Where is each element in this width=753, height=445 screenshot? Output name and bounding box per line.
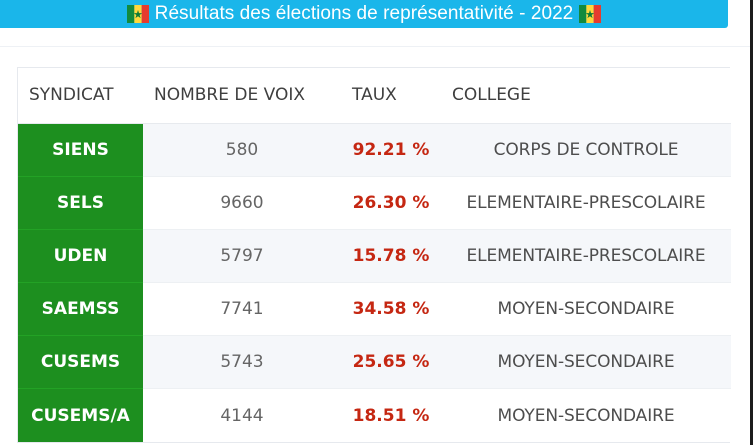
syndicat-cell: CUSEMS [18,335,143,389]
table-row: UDEN 5797 15.78 % ELEMENTAIRE-PRESCOLAIR… [18,228,731,283]
syndicat-cell: SAEMSS [18,281,143,336]
column-header-college: COLLEGE [441,68,731,124]
column-header-rate: TAUX [341,68,441,124]
senegal-flag-icon [126,5,149,23]
section-divider [0,46,750,47]
table-row: SAEMSS 7741 34.58 % MOYEN-SECONDAIRE [18,281,731,336]
college-cell: ELEMENTAIRE-PRESCOLAIRE [441,228,731,283]
table-row: CUSEMS/A 4144 18.51 % MOYEN-SECONDAIRE [18,388,731,442]
votes-cell: 7741 [143,281,341,336]
syndicat-cell: SELS [18,175,143,230]
rate-cell: 25.65 % [341,335,441,389]
college-cell: MOYEN-SECONDAIRE [441,388,731,442]
rate-cell: 18.51 % [341,388,441,442]
column-header-syndicat: SYNDICAT [18,68,143,124]
rate-cell: 92.21 % [341,122,441,177]
votes-cell: 5743 [143,335,341,389]
column-header-votes: NOMBRE DE VOIX [143,68,341,124]
votes-cell: 5797 [143,228,341,283]
rate-cell: 34.58 % [341,281,441,336]
page-title: Résultats des élections de représentativ… [154,3,574,24]
college-cell: MOYEN-SECONDAIRE [441,335,731,389]
page-title-bar: Résultats des élections de représentativ… [0,0,728,28]
election-results-table: SYNDICAT NOMBRE DE VOIX TAUX COLLEGE SIE… [18,68,731,442]
syndicat-cell: CUSEMS/A [18,388,143,442]
vertical-scrollbar[interactable] [750,0,753,445]
college-cell: CORPS DE CONTROLE [441,122,731,177]
college-cell: MOYEN-SECONDAIRE [441,281,731,336]
senegal-flag-icon [579,5,602,23]
table-row: SELS 9660 26.30 % ELEMENTAIRE-PRESCOLAIR… [18,175,731,230]
rate-cell: 15.78 % [341,228,441,283]
rate-cell: 26.30 % [341,175,441,230]
votes-cell: 580 [143,122,341,177]
table-header-row: SYNDICAT NOMBRE DE VOIX TAUX COLLEGE [18,68,731,124]
results-table-container: SYNDICAT NOMBRE DE VOIX TAUX COLLEGE SIE… [17,67,731,443]
votes-cell: 4144 [143,388,341,442]
syndicat-cell: UDEN [18,228,143,283]
table-row: SIENS 580 92.21 % CORPS DE CONTROLE [18,122,731,177]
syndicat-cell: SIENS [18,122,143,177]
table-row: CUSEMS 5743 25.65 % MOYEN-SECONDAIRE [18,335,731,389]
votes-cell: 9660 [143,175,341,230]
college-cell: ELEMENTAIRE-PRESCOLAIRE [441,175,731,230]
